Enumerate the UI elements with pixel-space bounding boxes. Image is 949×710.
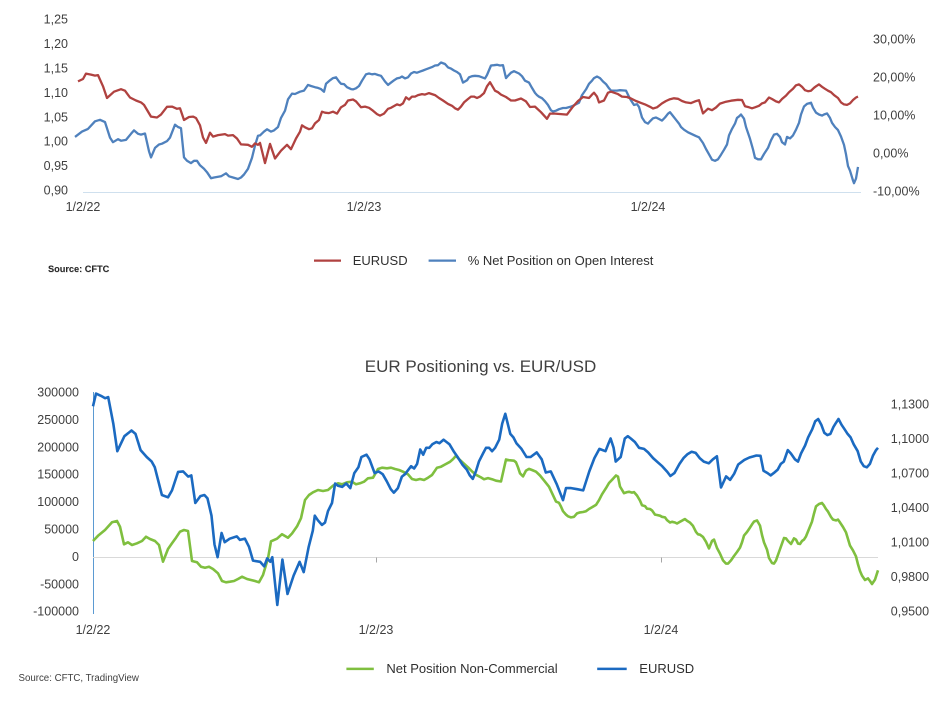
svg-text:300000: 300000	[37, 386, 79, 400]
svg-text:30,00%: 30,00%	[873, 33, 915, 47]
svg-text:10,00%: 10,00%	[873, 109, 915, 123]
svg-text:Source: CFTC, TradingView: Source: CFTC, TradingView	[19, 673, 140, 684]
svg-text:0,9500: 0,9500	[891, 605, 929, 619]
svg-text:1/2/24: 1/2/24	[631, 200, 666, 214]
svg-text:Net Position Non-Commercial: Net Position Non-Commercial	[386, 661, 557, 676]
svg-text:1,0700: 1,0700	[891, 467, 929, 481]
svg-text:% Net Position on Open Interes: % Net Position on Open Interest	[468, 253, 654, 268]
svg-text:1/2/24: 1/2/24	[644, 623, 679, 637]
svg-text:-100000: -100000	[33, 605, 79, 619]
svg-text:0: 0	[72, 550, 79, 564]
svg-text:1,0100: 1,0100	[891, 536, 929, 550]
svg-text:1,1000: 1,1000	[891, 432, 929, 446]
svg-text:150000: 150000	[37, 468, 79, 482]
svg-text:1,10: 1,10	[44, 86, 68, 100]
svg-text:1,1300: 1,1300	[891, 397, 929, 411]
svg-text:1,25: 1,25	[44, 13, 68, 27]
svg-text:EUR Positioning vs. EUR/USD: EUR Positioning vs. EUR/USD	[365, 357, 596, 376]
svg-text:100000: 100000	[37, 495, 79, 509]
svg-text:0,95: 0,95	[44, 159, 68, 173]
svg-text:50000: 50000	[44, 523, 79, 537]
svg-text:0,00%: 0,00%	[873, 147, 908, 161]
svg-text:250000: 250000	[37, 413, 79, 427]
svg-text:EURUSD: EURUSD	[639, 661, 694, 676]
svg-text:Source: CFTC: Source: CFTC	[48, 264, 110, 274]
svg-text:-50000: -50000	[40, 577, 79, 591]
svg-text:1,00: 1,00	[44, 135, 68, 149]
svg-text:200000: 200000	[37, 440, 79, 454]
svg-text:0,90: 0,90	[44, 184, 68, 198]
svg-text:1/2/22: 1/2/22	[76, 623, 111, 637]
svg-text:1,15: 1,15	[44, 62, 68, 76]
svg-text:1/2/23: 1/2/23	[347, 200, 382, 214]
svg-text:1,05: 1,05	[44, 110, 68, 124]
svg-text:1,20: 1,20	[44, 37, 68, 51]
svg-text:0,9800: 0,9800	[891, 570, 929, 584]
svg-text:1,0400: 1,0400	[891, 501, 929, 515]
svg-text:EURUSD: EURUSD	[353, 253, 408, 268]
svg-text:20,00%: 20,00%	[873, 71, 915, 85]
svg-text:1/2/22: 1/2/22	[66, 200, 101, 214]
svg-text:1/2/23: 1/2/23	[359, 623, 394, 637]
svg-text:-10,00%: -10,00%	[873, 185, 920, 199]
svg-text:Source: CFTC: Source: CFTC	[48, 264, 110, 274]
